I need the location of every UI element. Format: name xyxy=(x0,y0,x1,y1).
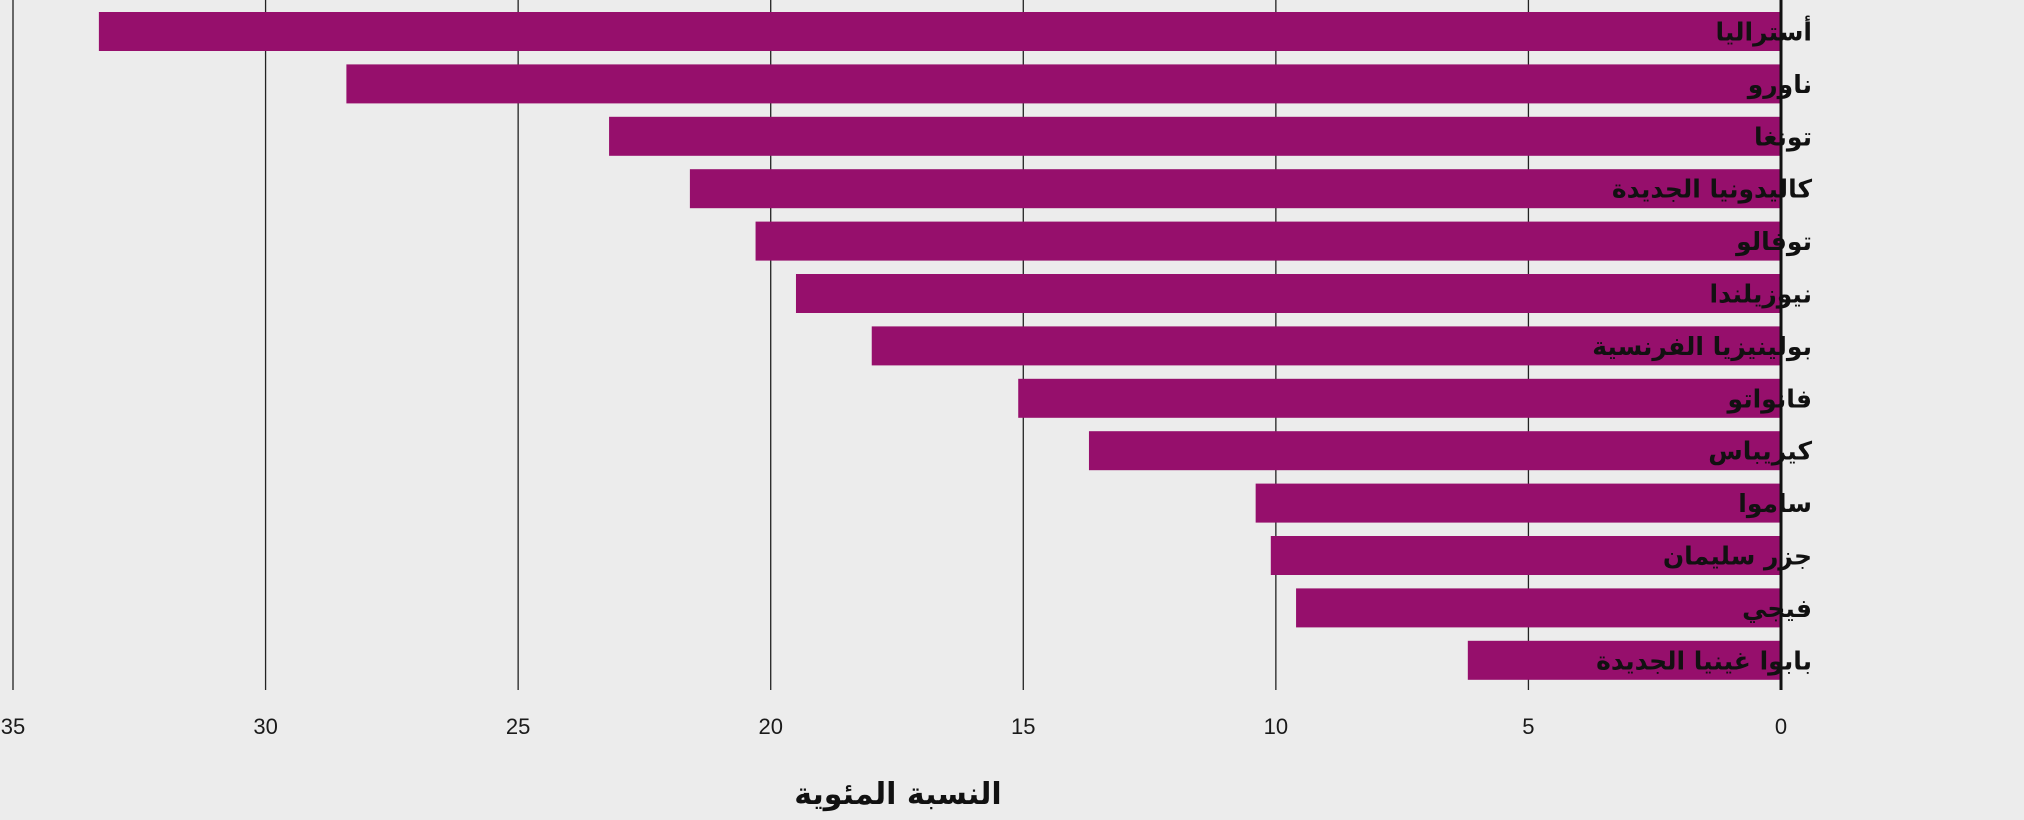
category-label: كيريباس xyxy=(1708,437,1812,467)
bar xyxy=(1467,640,1781,680)
category-label: بولينيزيا الفرنسية xyxy=(1592,332,1812,362)
category-label: بابوا غينيا الجديدة xyxy=(1596,646,1812,676)
category-label: ناورو xyxy=(1746,70,1812,100)
category-label: توفالو xyxy=(1734,227,1812,257)
bar xyxy=(1296,588,1781,628)
category-label: تونغا xyxy=(1754,122,1812,152)
x-tick-label-10: 10 xyxy=(1264,714,1288,739)
category-labels: أستراليا ناورو تونغا كاليدونيا الجديدة توفال… xyxy=(1592,16,1812,677)
category-label: فانواتو xyxy=(1726,384,1812,414)
category-label: نيوزيلندا xyxy=(1710,280,1812,310)
x-axis-title: النسبة المئوية xyxy=(794,777,1001,812)
bar xyxy=(609,116,1781,156)
category-label: أستراليا xyxy=(1716,16,1812,48)
x-tick-labels: 0 5 10 15 20 25 30 35 xyxy=(1,714,1787,739)
x-tick-label-35: 35 xyxy=(1,714,25,739)
x-tick-label-5: 5 xyxy=(1522,714,1534,739)
bar xyxy=(1270,536,1781,575)
x-tick-label-20: 20 xyxy=(758,714,782,739)
bar xyxy=(871,326,1781,366)
bar xyxy=(1018,378,1781,418)
bar xyxy=(98,12,1782,51)
x-tick-label-0: 0 xyxy=(1775,714,1787,739)
bar xyxy=(346,64,1781,104)
x-tick-label-15: 15 xyxy=(1011,714,1035,739)
bar xyxy=(755,221,1781,261)
bars xyxy=(98,12,1782,680)
x-tick-label-30: 30 xyxy=(253,714,277,739)
bar xyxy=(689,169,1782,209)
bar xyxy=(1088,431,1781,471)
category-label: كاليدونيا الجديدة xyxy=(1612,175,1813,205)
x-tick-label-25: 25 xyxy=(506,714,530,739)
bar xyxy=(1255,483,1781,523)
bar xyxy=(795,274,1781,313)
category-label: فيجي xyxy=(1742,594,1812,623)
category-label: ساموا xyxy=(1738,489,1812,519)
category-label: جزر سليمان xyxy=(1663,542,1812,572)
